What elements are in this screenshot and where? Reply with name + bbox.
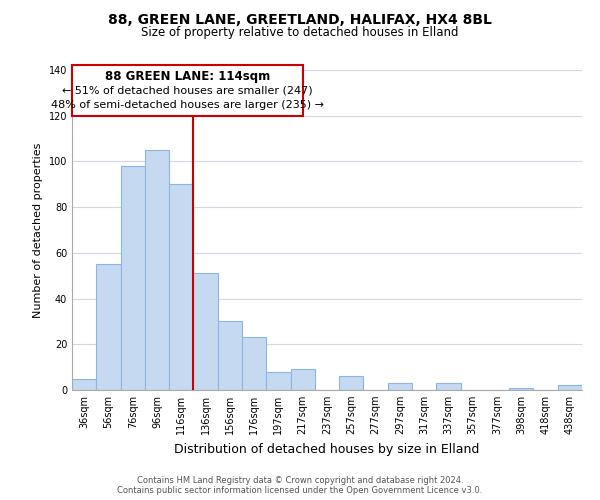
Text: Size of property relative to detached houses in Elland: Size of property relative to detached ho…	[141, 26, 459, 39]
Bar	[509, 388, 533, 390]
X-axis label: Distribution of detached houses by size in Elland: Distribution of detached houses by size …	[175, 442, 479, 456]
Bar	[388, 383, 412, 390]
Y-axis label: Number of detached properties: Number of detached properties	[33, 142, 43, 318]
Bar	[436, 383, 461, 390]
FancyBboxPatch shape	[72, 66, 303, 116]
Bar	[96, 264, 121, 390]
Text: 48% of semi-detached houses are larger (235) →: 48% of semi-detached houses are larger (…	[51, 100, 324, 110]
Text: 88 GREEN LANE: 114sqm: 88 GREEN LANE: 114sqm	[105, 70, 270, 83]
Text: ← 51% of detached houses are smaller (247): ← 51% of detached houses are smaller (24…	[62, 86, 313, 96]
Bar	[145, 150, 169, 390]
Bar	[193, 274, 218, 390]
Bar	[218, 322, 242, 390]
Bar	[169, 184, 193, 390]
Bar	[266, 372, 290, 390]
Text: 88, GREEN LANE, GREETLAND, HALIFAX, HX4 8BL: 88, GREEN LANE, GREETLAND, HALIFAX, HX4 …	[108, 12, 492, 26]
Bar	[121, 166, 145, 390]
Text: Contains HM Land Registry data © Crown copyright and database right 2024.
Contai: Contains HM Land Registry data © Crown c…	[118, 476, 482, 495]
Bar	[339, 376, 364, 390]
Bar	[242, 338, 266, 390]
Bar	[558, 386, 582, 390]
Bar	[72, 378, 96, 390]
Bar	[290, 370, 315, 390]
